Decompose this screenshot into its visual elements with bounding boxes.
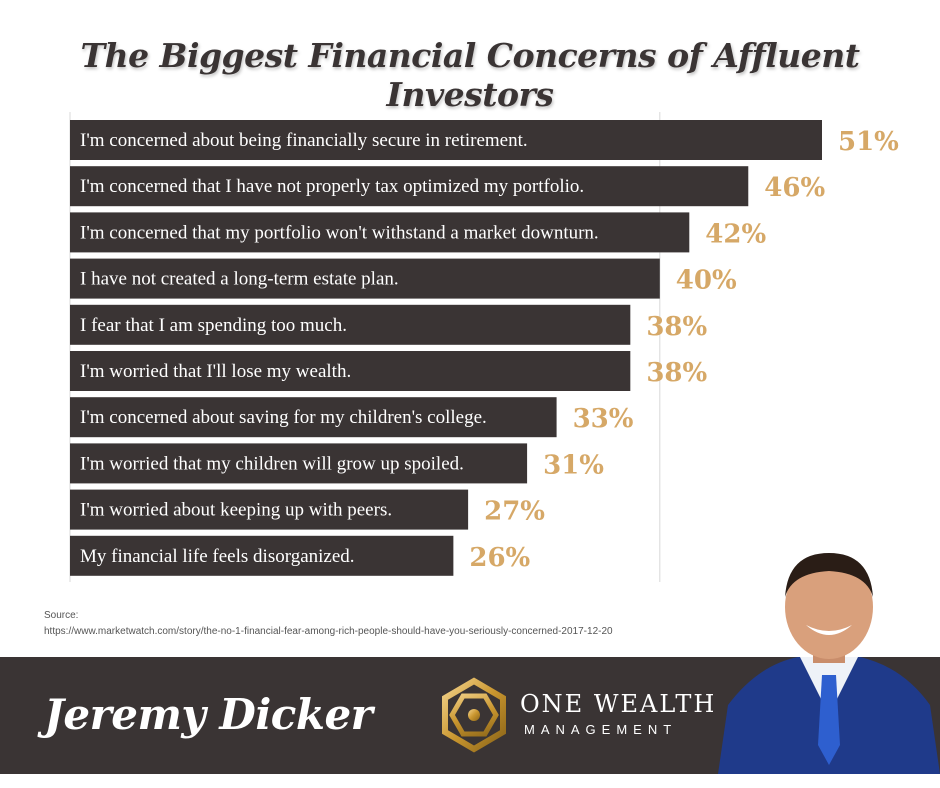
source-label: Source: xyxy=(44,610,79,621)
value-label: 33% xyxy=(573,404,634,434)
value-label: 40% xyxy=(676,266,737,296)
bar xyxy=(70,212,690,253)
bar xyxy=(70,351,631,391)
value-label: 38% xyxy=(646,312,707,342)
value-label: 46% xyxy=(764,173,825,203)
value-label: 26% xyxy=(469,543,530,573)
value-label: 31% xyxy=(543,450,604,480)
bar xyxy=(70,120,822,160)
brand-subtitle: MANAGEMENT xyxy=(524,722,678,737)
bar-label: I'm worried about keeping up with peers. xyxy=(80,500,392,521)
bar-label: I'm concerned that my portfolio won't wi… xyxy=(80,222,599,243)
bar-label: I have not created a long-term estate pl… xyxy=(80,269,399,290)
value-label: 38% xyxy=(646,358,707,388)
bar-chart: I'm concerned about being financially se… xyxy=(69,112,899,582)
bar-label: I'm concerned that I have not properly t… xyxy=(80,176,584,197)
bar xyxy=(70,258,660,299)
bar-label: I fear that I am spending too much. xyxy=(80,315,347,336)
bar-label: I'm worried that I'll lose my wealth. xyxy=(80,361,351,382)
bar xyxy=(70,443,528,484)
bar-label: I'm concerned about being financially se… xyxy=(80,130,528,151)
value-label: 27% xyxy=(484,497,545,527)
one-wealth-logo-icon xyxy=(442,677,506,753)
advisor-portrait xyxy=(718,553,940,774)
bar xyxy=(70,397,557,438)
value-label: 42% xyxy=(705,219,766,249)
brand-name: ONE WEALTH xyxy=(520,690,717,718)
bar xyxy=(70,166,749,207)
value-label: 51% xyxy=(838,127,899,157)
bar-label: I'm concerned about saving for my childr… xyxy=(80,407,487,428)
bar xyxy=(70,304,631,345)
advisor-name: Jeremy Dicker xyxy=(44,690,373,739)
bar xyxy=(70,535,454,576)
source-url[interactable]: https://www.marketwatch.com/story/the-no… xyxy=(44,626,613,637)
bar xyxy=(70,489,469,530)
bar-label: My financial life feels disorganized. xyxy=(80,546,355,567)
bar-label: I'm worried that my children will grow u… xyxy=(80,453,464,474)
source-note: Source: https://www.marketwatch.com/stor… xyxy=(44,608,613,640)
chart-title: The Biggest Financial Concerns of Afflue… xyxy=(80,36,860,114)
